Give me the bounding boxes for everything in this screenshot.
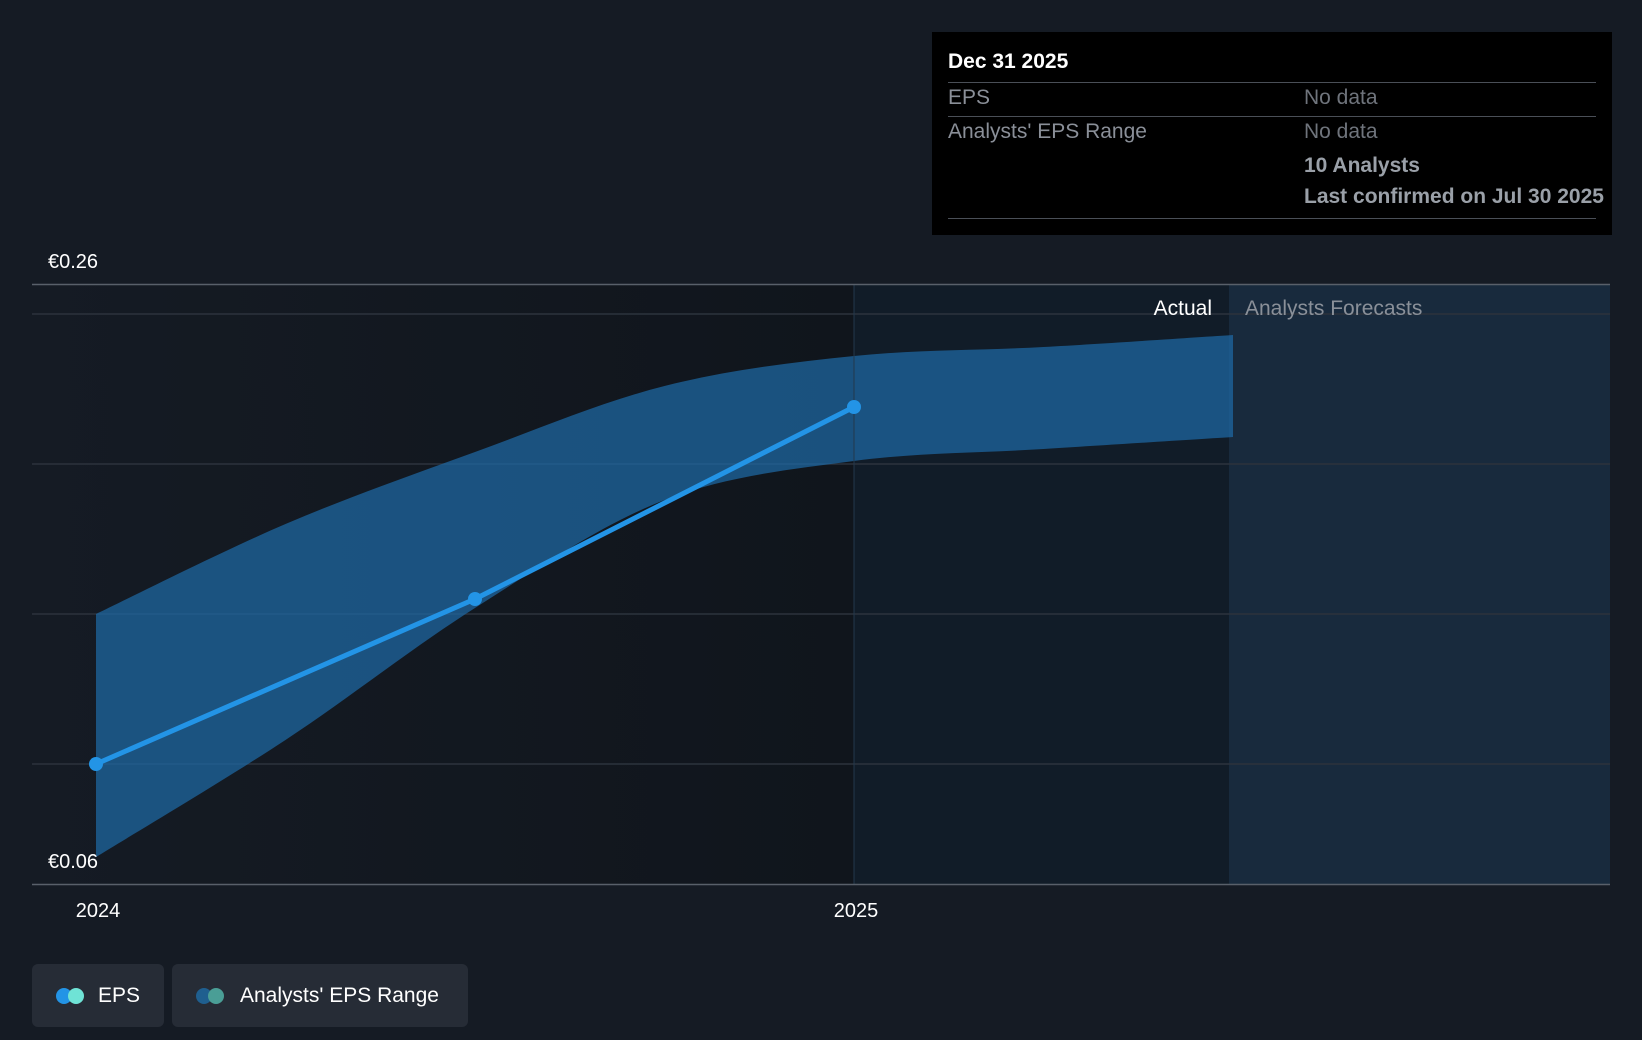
tooltip-title: Dec 31 2025 [948,50,1069,73]
legend-dot-b [208,987,224,1004]
y-label-bottom: €0.06 [48,851,98,873]
actual-label: Actual [1154,297,1212,320]
y-label-top: €0.26 [48,251,98,273]
tooltip-analysts: 10 Analysts [1304,154,1420,177]
tooltip-divider [948,116,1596,117]
tooltip-eps-value: No data [1304,86,1378,109]
x-tick-2025: 2025 [834,900,879,922]
legend-label-eps: EPS [97,983,140,1007]
eps-point[interactable] [89,757,103,771]
legend-item-eps[interactable]: EPS [32,964,164,1027]
x-tick-2024: 2024 [76,900,121,922]
eps-range-area [96,335,1233,857]
tooltip-range-label: Analysts' EPS Range [948,120,1147,143]
tooltip-last-confirmed: Last confirmed on Jul 30 2025 [1304,185,1604,208]
legend-dot-b [68,987,84,1004]
tooltip-eps-label: EPS [948,86,991,109]
tooltip-divider [948,82,1596,83]
tooltip-divider [948,218,1596,219]
legend-label-eps-range: Analysts' EPS Range [240,983,439,1007]
tooltip: Dec 31 2025 EPS No data Analysts' EPS Ra… [932,32,1612,235]
eps-range-legend-icon [196,987,226,1004]
eps-points [89,400,861,771]
eps-point[interactable] [468,592,482,606]
forecast-label: Analysts Forecasts [1245,297,1422,320]
forecast-region [1229,284,1610,884]
legend-item-eps-range[interactable]: Analysts' EPS Range [172,964,468,1027]
eps-legend-icon [56,987,84,1004]
tooltip-range-value: No data [1304,120,1378,143]
eps-point[interactable] [847,400,861,414]
